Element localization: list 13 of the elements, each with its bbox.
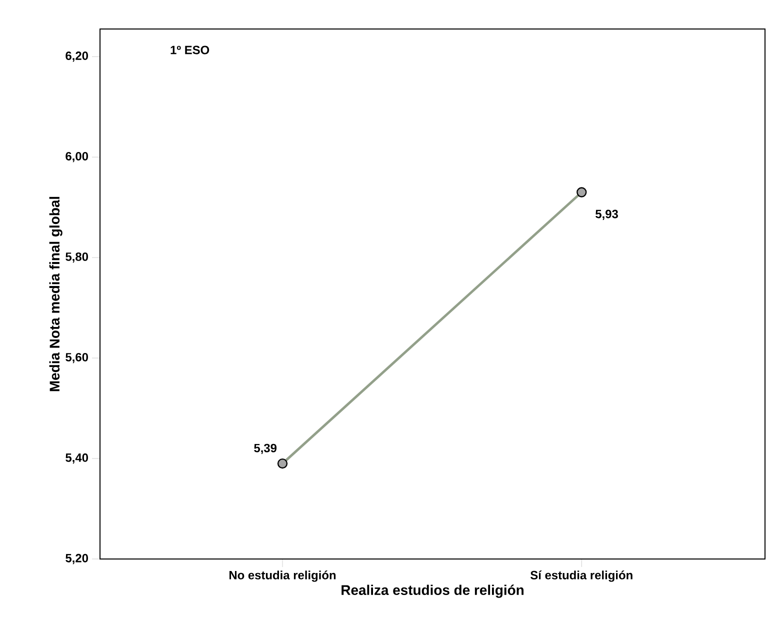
x-tick-label: Sí estudia religión (530, 570, 632, 582)
y-tick-label: 5,40 (66, 453, 88, 464)
x-tick-label: No estudia religión (229, 570, 336, 582)
y-tick-label: 5,60 (66, 352, 88, 364)
data-label: 5,93 (596, 210, 618, 220)
y-tick-label: 6,20 (66, 52, 88, 62)
y-axis-title: Media Nota media final global (49, 196, 62, 392)
data-label: 5,39 (254, 444, 277, 454)
y-tick-label: 6,00 (66, 152, 88, 162)
x-axis-title: Realiza estudios de religión (342, 584, 524, 598)
annotation: 1º ESO (170, 46, 210, 54)
y-tick-label: 5,20 (66, 554, 88, 564)
y-tick-label: 5,80 (66, 252, 88, 263)
